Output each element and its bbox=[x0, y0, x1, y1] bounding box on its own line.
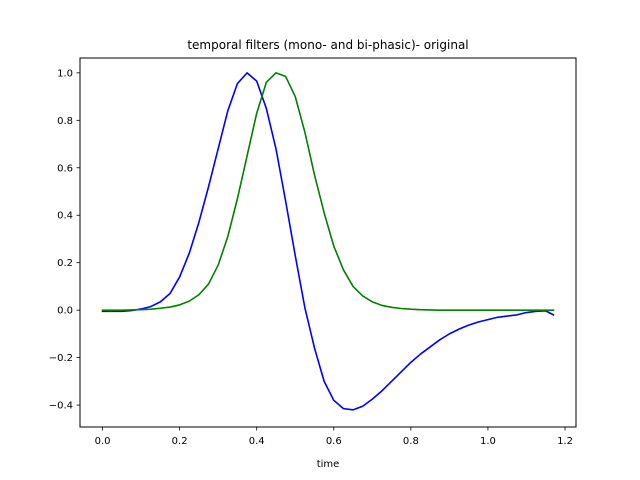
chart-title: temporal filters (mono- and bi-phasic)- … bbox=[187, 38, 468, 52]
monophasic-filter-line bbox=[101, 72, 555, 311]
y-tick-label: −0.4 bbox=[49, 401, 73, 412]
x-tick-label: 1.0 bbox=[480, 436, 496, 447]
y-tick-label: 0.6 bbox=[57, 163, 73, 174]
y-tick-label: 1.0 bbox=[57, 68, 73, 79]
x-tick-label: 1.2 bbox=[557, 436, 573, 447]
y-tick-label: −0.2 bbox=[49, 353, 73, 364]
biphasic-filter-line bbox=[101, 72, 555, 411]
x-axis-label: time bbox=[317, 459, 340, 470]
y-tick-label: 0.4 bbox=[57, 211, 73, 222]
x-tick-label: 0.8 bbox=[403, 436, 419, 447]
y-axis-ticks: −0.4 −0.2 0.0 0.2 0.4 0.6 0.8 1.0 bbox=[49, 68, 80, 412]
y-tick-label: 0.2 bbox=[57, 258, 73, 269]
x-axis-ticks: 0.0 0.2 0.4 0.6 0.8 1.0 1.2 bbox=[95, 427, 573, 447]
y-tick-label: 0.8 bbox=[57, 116, 73, 127]
series-layer bbox=[101, 72, 555, 411]
x-tick-label: 0.0 bbox=[95, 436, 111, 447]
axes-frame bbox=[79, 57, 577, 428]
y-tick-label: 0.0 bbox=[57, 306, 73, 317]
x-tick-label: 0.4 bbox=[249, 436, 265, 447]
x-tick-label: 0.2 bbox=[172, 436, 188, 447]
x-tick-label: 0.6 bbox=[326, 436, 342, 447]
plot-area: 0.0 0.2 0.4 0.6 0.8 1.0 1.2 −0.4−0.20.00.20.40… bbox=[49, 57, 577, 447]
